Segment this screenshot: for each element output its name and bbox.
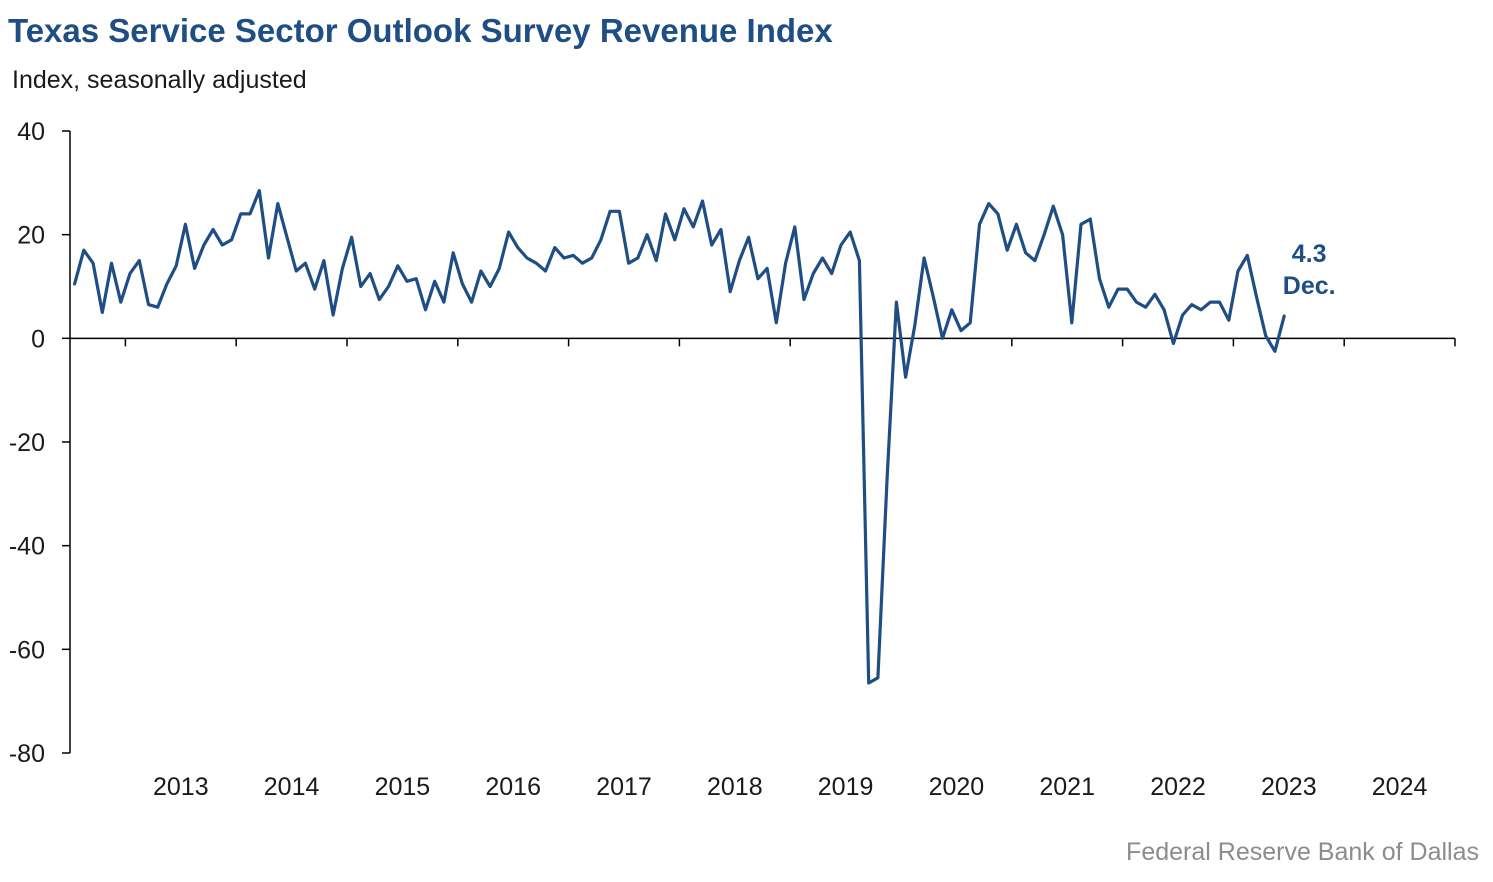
y-tick-label: 20 <box>17 222 45 250</box>
y-tick-label: -80 <box>9 740 45 768</box>
x-tick-label: 2019 <box>818 773 874 801</box>
x-tick-label: 2013 <box>153 773 209 801</box>
x-tick-label: 2017 <box>596 773 652 801</box>
annotation-value: 4.3 <box>1292 240 1327 268</box>
series-group <box>72 189 1286 685</box>
y-tick-label: -60 <box>9 636 45 664</box>
x-axis: 2013 2014 2015 2016 2017 2018 2019 2020 2021 2022… <box>70 337 1456 801</box>
chart-title: Texas Service Sector Outlook Survey Reve… <box>8 12 833 49</box>
y-axis: 40 20 0 -20 -40 -60 -80 <box>9 118 71 768</box>
series-line <box>72 189 1286 685</box>
x-tick-label: 2020 <box>929 773 985 801</box>
x-tick-label: 2021 <box>1039 773 1095 801</box>
x-tick-label: 2022 <box>1150 773 1206 801</box>
y-tick-label: -20 <box>9 429 45 457</box>
x-tick-label: 2018 <box>707 773 763 801</box>
x-tick-label: 2014 <box>264 773 320 801</box>
annotation-label: Dec. <box>1283 272 1336 300</box>
x-tick-label: 2024 <box>1372 773 1428 801</box>
y-axis-label: Index, seasonally adjusted <box>12 66 307 94</box>
source-note: Federal Reserve Bank of Dallas <box>1126 838 1479 866</box>
annotation-group: 4.3 Dec. <box>1283 240 1336 300</box>
y-tick-label: 40 <box>17 118 45 146</box>
x-tick-label: 2016 <box>485 773 541 801</box>
y-tick-label: 0 <box>31 325 45 353</box>
y-tick-label: -40 <box>9 533 45 561</box>
x-tick-label: 2023 <box>1261 773 1317 801</box>
x-tick-label: 2015 <box>375 773 431 801</box>
